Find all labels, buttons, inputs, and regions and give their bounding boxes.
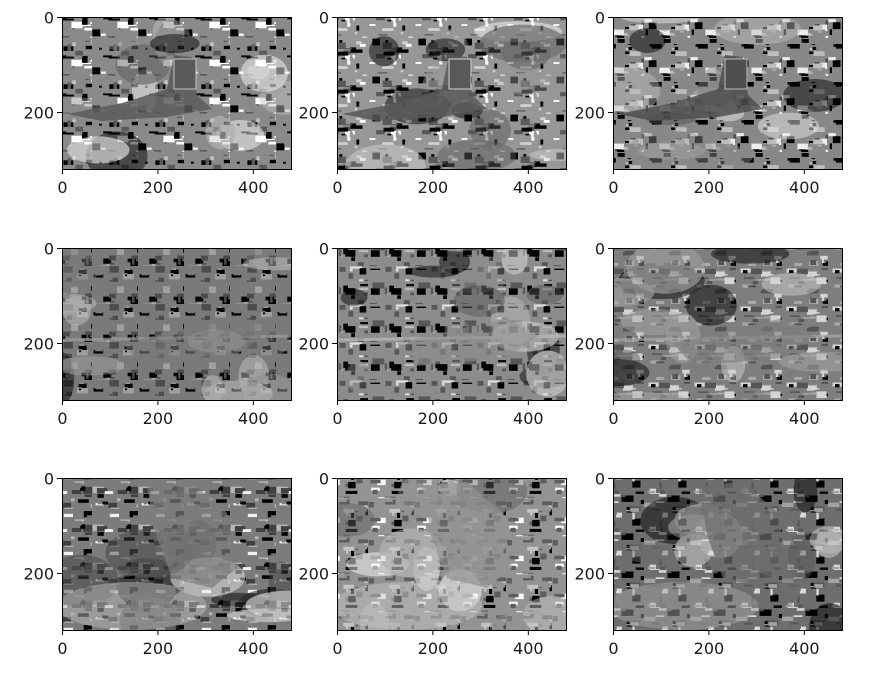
x-tick-label: 400 xyxy=(238,178,269,197)
subplot-6: 0 200 400 0 200 xyxy=(574,240,843,428)
y-tick-label: 0 xyxy=(44,470,54,489)
x-tick-label: 0 xyxy=(608,639,618,658)
x-tick-label: 0 xyxy=(57,639,67,658)
subplot-4: 0 200 400 0 200 xyxy=(23,240,292,428)
segmentation-image xyxy=(62,17,291,169)
axes-frame xyxy=(62,248,292,401)
segmentation-image xyxy=(613,248,842,400)
y-tick-label: 0 xyxy=(595,470,605,489)
x-tick-label: 0 xyxy=(57,178,67,197)
x-tick-label: 200 xyxy=(418,639,449,658)
axes-frame xyxy=(62,17,292,170)
x-tick-label: 0 xyxy=(332,409,342,428)
y-tick-label: 200 xyxy=(574,335,605,354)
y-tick-label: 0 xyxy=(595,240,605,259)
y-tick-label: 0 xyxy=(319,470,329,489)
y-tick-label: 0 xyxy=(44,240,54,259)
x-tick-label: 0 xyxy=(57,409,67,428)
x-tick-label: 200 xyxy=(143,178,174,197)
axes-frame xyxy=(613,478,843,631)
subplot-2: 0 200 400 0 200 xyxy=(298,9,567,197)
y-tick-label: 200 xyxy=(298,104,329,123)
x-tick-label: 400 xyxy=(789,639,820,658)
x-tick-label: 400 xyxy=(789,409,820,428)
x-tick-label: 200 xyxy=(143,409,174,428)
subplot-1: 0 200 400 0 200 xyxy=(23,9,292,197)
x-tick-label: 400 xyxy=(513,178,544,197)
segmentation-image xyxy=(62,248,291,400)
axes-frame xyxy=(613,248,843,401)
x-tick-label: 400 xyxy=(513,639,544,658)
subplot-3: 0 200 400 0 200 xyxy=(574,9,843,197)
x-tick-label: 0 xyxy=(332,178,342,197)
x-tick-label: 200 xyxy=(143,639,174,658)
axes-frame xyxy=(613,17,843,170)
subplot-5: 0 200 400 0 200 xyxy=(298,240,567,428)
x-tick-label: 400 xyxy=(238,409,269,428)
y-tick-label: 0 xyxy=(44,9,54,28)
y-tick-label: 200 xyxy=(23,104,54,123)
x-tick-label: 200 xyxy=(694,178,725,197)
y-tick-label: 200 xyxy=(23,565,54,584)
x-tick-label: 200 xyxy=(418,409,449,428)
x-tick-label: 200 xyxy=(694,409,725,428)
segmentation-image xyxy=(337,248,566,400)
y-tick-label: 200 xyxy=(23,335,54,354)
subplot-9: 0 200 400 0 200 xyxy=(574,470,843,658)
axes-frame xyxy=(337,478,567,631)
axes-frame xyxy=(337,248,567,401)
y-tick-label: 0 xyxy=(595,9,605,28)
segmentation-image xyxy=(613,478,842,630)
x-tick-label: 0 xyxy=(332,639,342,658)
subplot-8: 0 200 400 0 200 xyxy=(298,470,567,658)
y-tick-label: 200 xyxy=(298,335,329,354)
x-tick-label: 400 xyxy=(513,409,544,428)
subplot-7: 0 200 400 0 200 xyxy=(23,470,292,658)
x-tick-label: 0 xyxy=(608,409,618,428)
x-tick-label: 400 xyxy=(238,639,269,658)
y-tick-label: 0 xyxy=(319,9,329,28)
axes-frame xyxy=(62,478,292,631)
segmentation-image xyxy=(613,17,842,169)
segmentation-image xyxy=(337,17,566,169)
x-tick-label: 0 xyxy=(608,178,618,197)
y-tick-label: 200 xyxy=(574,104,605,123)
x-tick-label: 200 xyxy=(694,639,725,658)
axes-frame xyxy=(337,17,567,170)
y-tick-label: 200 xyxy=(298,565,329,584)
y-tick-label: 0 xyxy=(319,240,329,259)
segmentation-image xyxy=(337,478,566,630)
x-tick-label: 400 xyxy=(789,178,820,197)
y-tick-label: 200 xyxy=(574,565,605,584)
segmentation-image xyxy=(62,478,291,630)
x-tick-label: 200 xyxy=(418,178,449,197)
